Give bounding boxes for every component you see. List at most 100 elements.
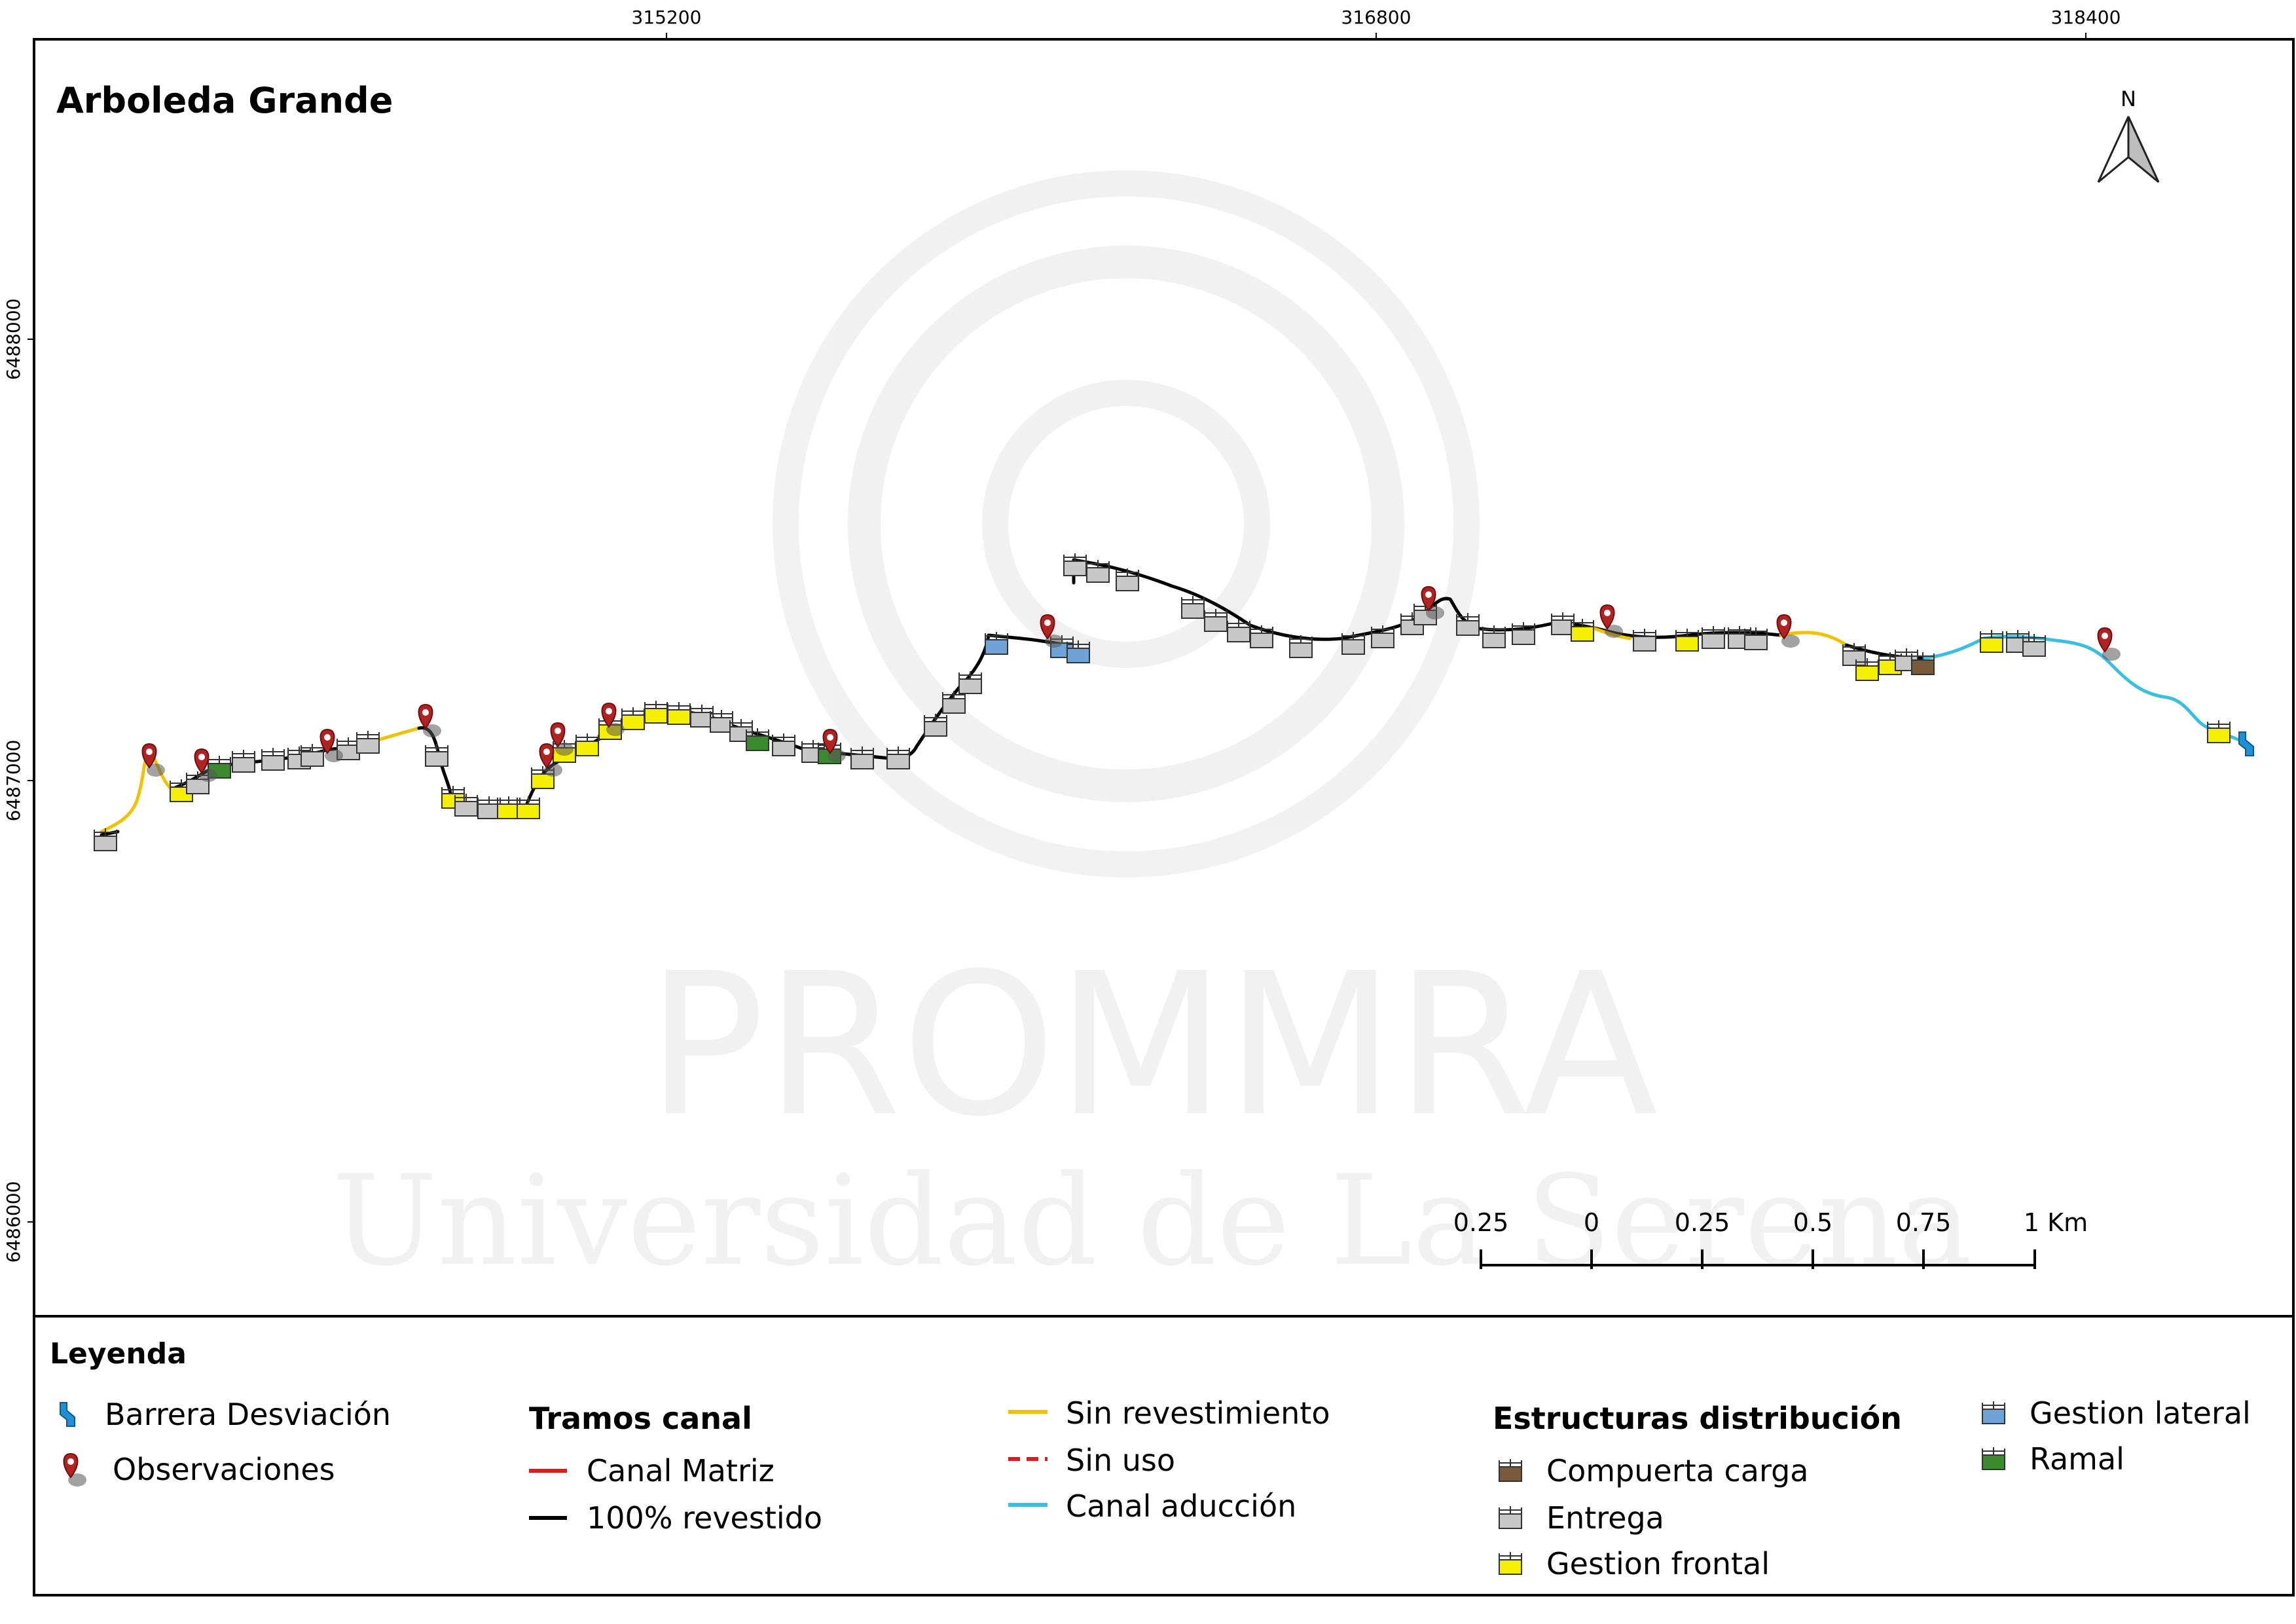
- scale-label: 0.75: [1896, 1208, 1952, 1237]
- legend-item-ramal: Ramal: [1982, 1441, 2124, 1477]
- structure-entrega: [1744, 627, 1768, 650]
- structure-entrega: [2022, 633, 2046, 657]
- structure-entrega: [1371, 625, 1394, 648]
- map-frame: [33, 38, 2295, 1318]
- legend-item-revestido: 100% revestido: [529, 1500, 822, 1536]
- structure-gestion-frontal: [517, 796, 540, 819]
- structure-entrega: [1512, 621, 1535, 645]
- scale-label: 0: [1584, 1208, 1599, 1237]
- structure-gestion-frontal: [575, 733, 599, 756]
- legend-label: Gestion frontal: [1546, 1546, 1770, 1581]
- structure-entrega: [232, 749, 255, 773]
- legend-tramos-heading: Tramos canal: [529, 1401, 752, 1436]
- structure-entrega: [1181, 595, 1205, 619]
- structure-entrega: [1063, 553, 1087, 576]
- legend-item-gestion-lateral: Gestion lateral: [1982, 1395, 2251, 1431]
- scale-label: 1 Km: [2024, 1208, 2088, 1237]
- structure-gestion-frontal: [667, 701, 691, 725]
- legend-label: Sin uso: [1066, 1443, 1175, 1478]
- structure-entrega: [261, 747, 285, 771]
- structure-entrega: [454, 793, 478, 817]
- structure-entrega: [1456, 612, 1480, 636]
- legend-title: Leyenda: [50, 1337, 187, 1371]
- structure-entrega: [942, 690, 966, 714]
- legend-label: Observaciones: [113, 1452, 335, 1487]
- structure-gestion-frontal: [497, 796, 520, 819]
- y-tick-label: 6488000: [3, 299, 24, 380]
- scale-label: 0.5: [1793, 1208, 1832, 1237]
- structure-gestion-lateral: [985, 631, 1008, 655]
- north-arrow-icon: N: [2097, 86, 2160, 183]
- structure-entrega: [94, 828, 117, 851]
- x-ticks: [666, 33, 2086, 39]
- legend-label: Canal aducción: [1066, 1488, 1296, 1524]
- scale-label: 0.25: [1453, 1208, 1509, 1237]
- structure-entrega: [690, 704, 714, 728]
- structure-gestion-frontal: [2207, 720, 2231, 743]
- y-tick-label: 6487000: [3, 740, 24, 822]
- structure-gestion-frontal: [1675, 628, 1699, 652]
- watermark-institution: Universidad de La Serena: [333, 1149, 1973, 1293]
- legend-item-barrera: Barrera Desviación: [60, 1397, 391, 1432]
- legend-label: Barrera Desviación: [105, 1397, 391, 1432]
- structure-entrega: [710, 709, 733, 733]
- legend-item-sin-revestimiento: Sin revestimiento: [1008, 1395, 1330, 1431]
- structure-entrega: [772, 733, 795, 756]
- structure-entrega: [425, 743, 448, 767]
- structure-entrega: [1250, 625, 1273, 648]
- legend-label: Ramal: [2030, 1441, 2124, 1477]
- structure-compuerta-icon: [1499, 1458, 1522, 1482]
- structure-gestion-frontal: [1571, 618, 1594, 642]
- structure-gestion-lateral-icon: [1982, 1401, 2005, 1424]
- watermark: PROMMRA Universidad de La Serena: [333, 170, 1973, 1293]
- north-label: N: [2121, 86, 2136, 111]
- structure-ramal-icon: [1982, 1447, 2005, 1470]
- structure-gestion-frontal: [621, 707, 645, 730]
- structure-gestion-frontal: [644, 700, 668, 724]
- legend-label: Sin revestimiento: [1066, 1395, 1330, 1431]
- structure-gestion-frontal-icon: [1499, 1551, 1522, 1575]
- structure-entrega: [1341, 631, 1365, 655]
- structure-entrega: [850, 746, 874, 769]
- legend-item-observaciones: Observaciones: [63, 1452, 335, 1487]
- structure-gestion-frontal: [1855, 657, 1879, 681]
- x-tick-label: 315200: [632, 7, 702, 28]
- structure-gestion-lateral: [1066, 640, 1090, 663]
- structure-entrega: [1086, 559, 1110, 583]
- legend-item-entrega: Entrega: [1499, 1500, 1664, 1536]
- scale-bar: [1480, 1249, 2036, 1269]
- y-tick-label: 6486000: [3, 1181, 24, 1263]
- legend-estructuras-heading: Estructuras distribución: [1493, 1401, 1902, 1436]
- structure-entrega: [958, 671, 982, 694]
- structure-entrega: [1116, 568, 1139, 591]
- legend-item-aduccion: Canal aducción: [1008, 1488, 1296, 1524]
- structure-entrega: [924, 713, 947, 737]
- structure-entrega: [1702, 625, 1725, 649]
- watermark-name: PROMMRA: [647, 931, 1659, 1160]
- structure-gestion-frontal: [1980, 629, 2003, 653]
- structure-entrega: [1551, 612, 1575, 635]
- legend-label: Entrega: [1546, 1500, 1664, 1536]
- diversion-barrier-icon: [60, 1402, 75, 1427]
- y-ticks: [27, 339, 34, 1223]
- legend-item-canal-matriz: Canal Matriz: [529, 1453, 774, 1488]
- structure-entrega-icon: [1499, 1505, 1522, 1529]
- legend-item-compuerta: Compuerta carga: [1499, 1453, 1808, 1488]
- structure-compuerta-carga: [1911, 652, 1935, 675]
- canal-segment-sin-revestimiento: [1779, 631, 1848, 647]
- legend-item-gestion-frontal: Gestion frontal: [1499, 1546, 1770, 1581]
- x-tick-label: 318400: [2051, 7, 2121, 28]
- structure-entrega: [477, 796, 501, 819]
- legend-box: [33, 1315, 2295, 1596]
- structure-entrega: [301, 743, 324, 767]
- legend-label: Canal Matriz: [587, 1453, 774, 1488]
- legend-label: Compuerta carga: [1546, 1453, 1808, 1488]
- structure-entrega: [1289, 635, 1313, 658]
- structure-entrega: [886, 746, 910, 769]
- x-tick-label: 316800: [1341, 7, 1412, 28]
- legend-label: 100% revestido: [587, 1500, 822, 1536]
- structure-entrega: [1227, 619, 1250, 642]
- structure-entrega: [356, 730, 380, 754]
- structure-entrega: [1482, 625, 1506, 648]
- structure-entrega: [1204, 608, 1228, 632]
